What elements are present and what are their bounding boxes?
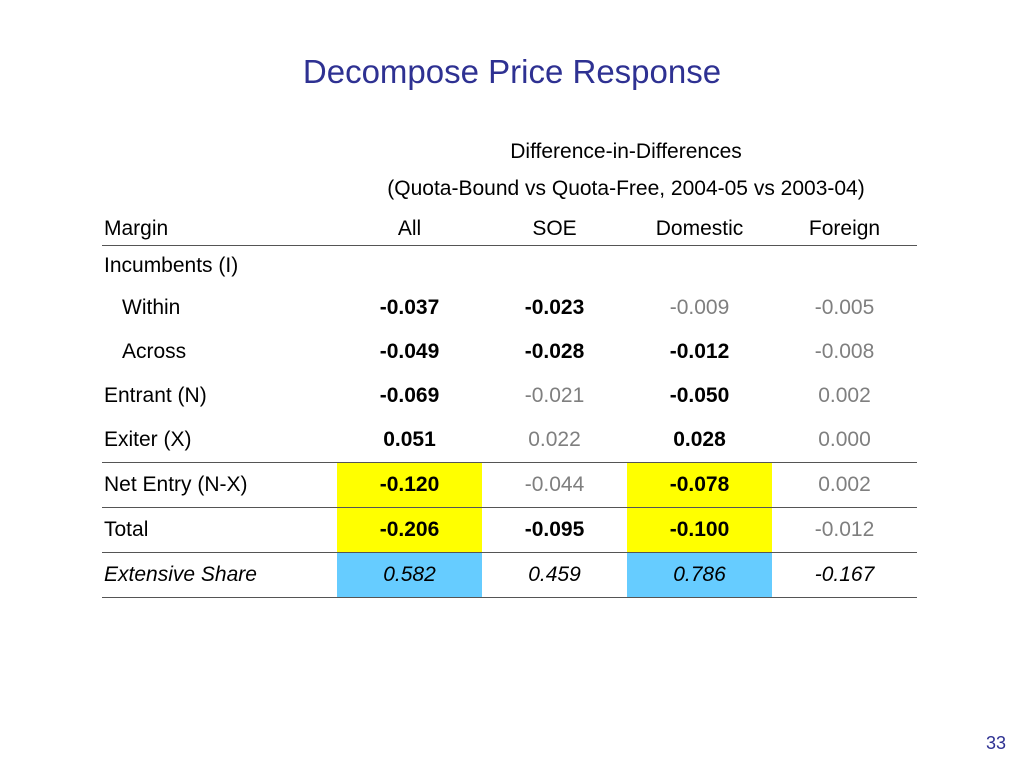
table-cell-highlighted: -0.078 xyxy=(627,462,772,508)
table-cell: -0.049 xyxy=(379,340,440,363)
table-cell: 0.002 xyxy=(772,462,917,508)
table-row-net-entry: Net Entry (N-X) -0.120 -0.044 -0.078 0.0… xyxy=(102,462,917,508)
column-header-all: All xyxy=(337,207,482,246)
section-label: Incumbents (I) xyxy=(104,254,239,277)
table-cell: 0.459 xyxy=(482,552,627,598)
page-number: 33 xyxy=(985,733,1006,753)
table-row-within: Within -0.037 -0.023 -0.009 -0.005 xyxy=(102,286,917,330)
table-cell: -0.028 xyxy=(524,340,585,363)
table-row-extensive-share: Extensive Share 0.582 0.459 0.786 -0.167 xyxy=(102,552,917,598)
row-label: Extensive Share xyxy=(102,552,337,598)
table-row-entrant: Entrant (N) -0.069 -0.021 -0.050 0.002 xyxy=(102,374,917,418)
table-cell: -0.095 xyxy=(482,507,627,553)
decomposition-table: Margin All SOE Domestic Foreign Incumben… xyxy=(102,207,917,598)
row-label: Entrant (N) xyxy=(104,384,207,407)
column-header-margin: Margin xyxy=(102,207,337,246)
column-header-soe: SOE xyxy=(482,207,627,246)
row-label: Within xyxy=(122,296,181,319)
table-cell-highlighted: -0.206 xyxy=(337,507,482,553)
table-row-across: Across -0.049 -0.028 -0.012 -0.008 xyxy=(102,330,917,374)
table-cell-highlighted: -0.120 xyxy=(337,462,482,508)
table-cell-highlighted: 0.582 xyxy=(337,552,482,598)
table-cell: -0.012 xyxy=(772,507,917,553)
table-cell: -0.050 xyxy=(669,384,730,407)
table-header-line2: (Quota-Bound vs Quota-Free, 2004-05 vs 2… xyxy=(387,177,865,200)
table-cell: -0.044 xyxy=(482,462,627,508)
table-cell: -0.069 xyxy=(379,384,440,407)
row-label: Across xyxy=(122,340,187,363)
slide-title: Decompose Price Response xyxy=(302,53,722,90)
table-cell-highlighted: -0.100 xyxy=(627,507,772,553)
table-cell: 0.028 xyxy=(673,428,726,451)
table-cell: -0.023 xyxy=(524,296,585,319)
table-cell: -0.167 xyxy=(772,552,917,598)
table-cell: -0.005 xyxy=(814,296,875,319)
table-row-exiter: Exiter (X) 0.051 0.022 0.028 0.000 xyxy=(102,418,917,463)
table-row-incumbents: Incumbents (I) xyxy=(102,246,917,287)
table-cell: -0.012 xyxy=(669,340,730,363)
table-header-row: Margin All SOE Domestic Foreign xyxy=(102,207,917,246)
table-cell-highlighted: 0.786 xyxy=(627,552,772,598)
column-header-domestic: Domestic xyxy=(627,207,772,246)
table-cell: -0.009 xyxy=(669,296,730,319)
row-label: Net Entry (N-X) xyxy=(102,462,337,508)
table-cell: 0.051 xyxy=(383,428,436,451)
table-row-total: Total -0.206 -0.095 -0.100 -0.012 xyxy=(102,507,917,553)
table-cell: 0.000 xyxy=(818,428,871,451)
row-label: Total xyxy=(102,507,337,553)
column-header-foreign: Foreign xyxy=(772,207,917,246)
table-header-line1: Difference-in-Differences xyxy=(510,140,742,163)
table-cell: -0.021 xyxy=(524,384,585,407)
table-cell: 0.022 xyxy=(528,428,581,451)
table-cell: -0.037 xyxy=(379,296,440,319)
table-cell: -0.008 xyxy=(814,340,875,363)
row-label: Exiter (X) xyxy=(104,428,192,451)
table-cell: 0.002 xyxy=(818,384,871,407)
